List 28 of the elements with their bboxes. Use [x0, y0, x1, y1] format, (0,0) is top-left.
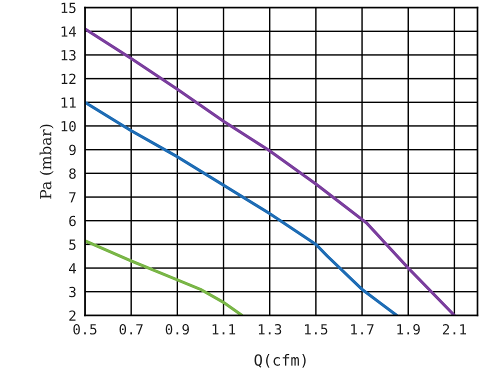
- x-tick-label: 0.7: [120, 324, 143, 335]
- y-tick-label: 5: [69, 240, 76, 250]
- x-tick-label: 0.5: [73, 324, 96, 335]
- y-tick-label: 7: [69, 192, 76, 202]
- y-tick-label: 12: [62, 74, 76, 84]
- y-tick-label: 14: [62, 26, 76, 37]
- x-tick-label: 0.9: [166, 324, 189, 335]
- y-tick-label: 4: [68, 263, 76, 274]
- y-tick-label: 11: [62, 97, 76, 108]
- y-tick-label: 15: [62, 2, 76, 14]
- y-tick-label: 13: [62, 50, 76, 60]
- line-series: [85, 100, 398, 316]
- x-tick-label: 1.7: [351, 324, 374, 334]
- line-series: [85, 239, 244, 316]
- y-axis-title: Pa (mbar): [40, 124, 54, 199]
- y-tick-label: 9: [69, 144, 76, 156]
- x-tick-label: 2.1: [442, 324, 466, 334]
- y-tick-label: 10: [62, 120, 76, 132]
- y-tick-label: 2: [69, 310, 76, 321]
- x-tick-label: 1.5: [305, 324, 328, 335]
- y-tick-label: 3: [69, 286, 76, 298]
- y-tick-label: 6: [69, 216, 76, 226]
- x-tick-label: 1.9: [397, 324, 420, 335]
- x-tick-label: 1.3: [258, 324, 282, 335]
- line-series: [85, 27, 456, 316]
- y-tick-label: 8: [69, 168, 76, 179]
- x-axis-title: Q(cfm): [254, 354, 306, 368]
- x-tick-label: 1.1: [212, 324, 236, 334]
